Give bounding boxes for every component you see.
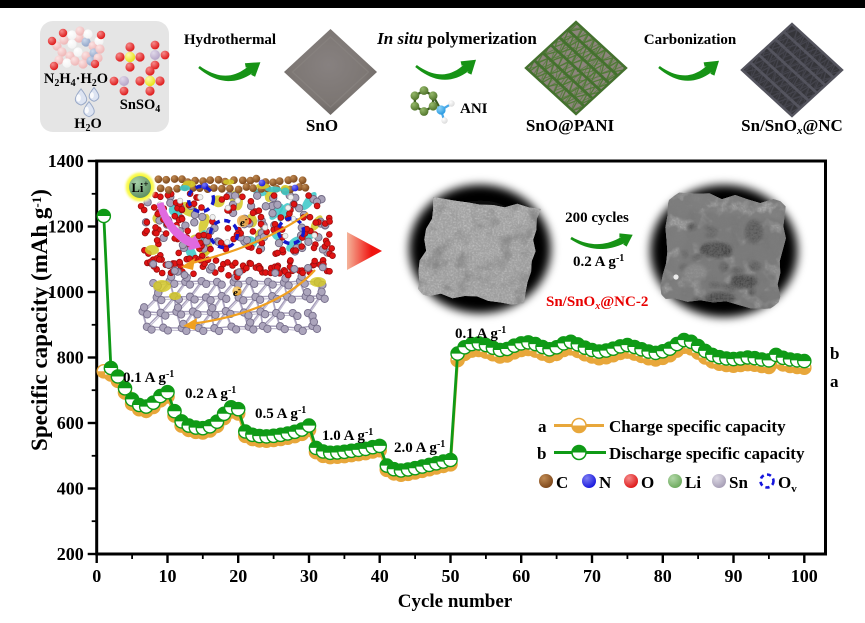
svg-text:SnO: SnO [306,116,338,135]
svg-text:Hydrothermal: Hydrothermal [184,32,276,48]
svg-text:Specific capacity (mAh g-1): Specific capacity (mAh g-1) [27,189,52,451]
svg-text:1400: 1400 [48,151,84,171]
svg-text:70: 70 [583,566,601,586]
svg-text:a: a [538,417,547,436]
svg-text:80: 80 [654,566,672,586]
svg-text:e-: e- [233,285,241,299]
svg-text:20: 20 [229,566,247,586]
svg-text:C: C [556,473,568,492]
svg-text:1200: 1200 [48,217,84,237]
svg-text:60: 60 [512,566,530,586]
svg-text:1.0 A g-1: 1.0 A g-1 [322,427,373,444]
svg-text:Sn/SnOx@NC: Sn/SnOx@NC [741,116,843,137]
svg-text:SnSO4: SnSO4 [120,97,160,115]
svg-text:10: 10 [159,566,177,586]
svg-text:90: 90 [725,566,743,586]
svg-text:In situ polymerization: In situ polymerization [376,29,537,48]
svg-text:N: N [599,473,612,492]
svg-text:H2O: H2O [74,116,102,134]
svg-text:Carbonization: Carbonization [644,32,737,48]
svg-text:Discharge specific capacity: Discharge specific capacity [609,444,805,463]
svg-text:0.1 A g-1: 0.1 A g-1 [123,369,174,386]
svg-text:1000: 1000 [48,282,84,302]
svg-text:50: 50 [442,566,460,586]
svg-text:Charge specific capacity: Charge specific capacity [609,417,786,436]
svg-text:b: b [537,444,546,463]
svg-text:30: 30 [300,566,318,586]
svg-text:0: 0 [92,566,101,586]
svg-text:a: a [830,372,839,391]
svg-text:Cycle number: Cycle number [398,591,513,612]
svg-text:200: 200 [57,544,84,564]
svg-text:0.2 A g-1: 0.2 A g-1 [185,385,236,402]
svg-text:Ov: Ov [778,473,797,495]
svg-text:0.1 A g-1: 0.1 A g-1 [455,325,506,342]
svg-text:2.0 A g-1: 2.0 A g-1 [394,439,445,456]
svg-text:b: b [830,344,839,363]
svg-text:400: 400 [57,479,84,499]
svg-text:0.2 A g-1: 0.2 A g-1 [573,253,624,270]
svg-text:100: 100 [791,566,818,586]
svg-text:800: 800 [57,348,84,368]
svg-text:e-: e- [240,215,248,229]
svg-text:40: 40 [371,566,389,586]
svg-text:600: 600 [57,413,84,433]
svg-text:0.5 A g-1: 0.5 A g-1 [255,405,306,422]
svg-text:N2H4·H2O: N2H4·H2O [44,71,108,89]
svg-text:O: O [641,473,654,492]
svg-text:ANI: ANI [460,101,488,117]
svg-text:200 cycles: 200 cycles [565,210,629,226]
svg-text:Li: Li [685,473,701,492]
svg-text:Sn: Sn [729,473,748,492]
svg-text:Sn/SnOx@NC-2: Sn/SnOx@NC-2 [546,294,648,312]
svg-text:SnO@PANI: SnO@PANI [526,116,615,135]
